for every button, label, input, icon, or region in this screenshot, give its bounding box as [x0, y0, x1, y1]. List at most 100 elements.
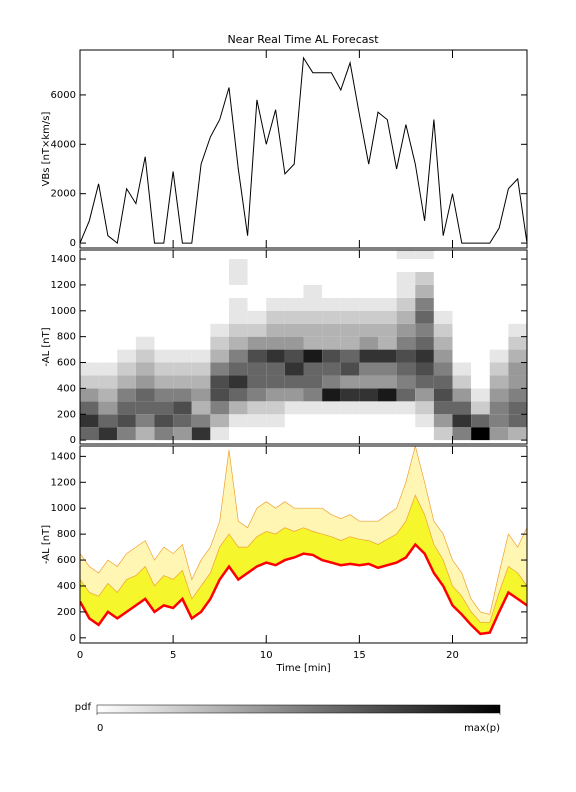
- heat-cell: [80, 414, 99, 428]
- band-fill: [80, 446, 527, 623]
- heat-cell: [452, 349, 472, 363]
- x-tick-label: 10: [260, 650, 273, 661]
- heat-cell: [266, 388, 285, 402]
- heat-cell: [154, 336, 174, 350]
- heat-cell: [378, 310, 397, 324]
- heat-cell: [80, 375, 99, 389]
- heat-cell: [378, 388, 397, 402]
- heat-cell: [452, 362, 472, 376]
- colorbar: [96, 704, 501, 714]
- heat-cell: [229, 362, 248, 376]
- heat-cell: [378, 427, 397, 441]
- heat-cell: [284, 388, 304, 402]
- heat-cell: [452, 323, 472, 337]
- y-tick-label: 400: [57, 383, 76, 394]
- heat-cell: [359, 427, 378, 441]
- heat-cell: [340, 284, 360, 298]
- heat-cell: [154, 362, 174, 376]
- heat-cell: [247, 271, 267, 285]
- heat-cell: [340, 250, 360, 260]
- y-tick-label: 1400: [51, 451, 76, 462]
- heat-cell: [452, 297, 472, 311]
- heat-cell: [210, 414, 229, 428]
- heat-cell: [191, 323, 211, 337]
- heat-cell: [303, 310, 323, 324]
- heat-cell: [471, 362, 490, 376]
- heat-cell: [284, 349, 304, 363]
- heat-cell: [452, 388, 472, 402]
- heat-cell: [117, 388, 136, 402]
- heat-cell: [229, 271, 248, 285]
- heat-cell: [322, 388, 341, 402]
- y-tick-label: 800: [57, 332, 76, 343]
- heat-cell: [359, 349, 378, 363]
- heat-cell: [471, 271, 490, 285]
- heat-cell: [154, 349, 174, 363]
- heat-cell: [284, 323, 304, 337]
- heat-cell: [340, 271, 360, 285]
- heat-cell: [210, 323, 229, 337]
- heat-cell: [303, 375, 323, 389]
- heat-cell: [210, 297, 229, 311]
- heat-cell: [191, 375, 211, 389]
- heat-cell: [303, 401, 323, 415]
- y-tick-label: 2000: [51, 189, 76, 200]
- heat-cell: [415, 250, 434, 260]
- heat-cell: [229, 349, 248, 363]
- heat-cell: [415, 271, 434, 285]
- heat-cell: [117, 414, 136, 428]
- plot-area: [80, 446, 527, 636]
- heat-cell: [117, 362, 136, 376]
- heat-cell: [471, 427, 490, 441]
- heat-cell: [433, 401, 453, 415]
- heat-cell: [415, 323, 434, 337]
- axes-frame: [79, 249, 528, 445]
- axes-frame: [79, 49, 528, 249]
- heat-cell: [359, 414, 378, 428]
- heat-cell: [433, 297, 453, 311]
- heat-cell: [471, 414, 490, 428]
- heat-cell: [433, 388, 453, 402]
- heat-cell: [396, 414, 416, 428]
- heat-cell: [173, 310, 192, 324]
- heat-cell: [117, 259, 136, 272]
- heat-cell: [173, 259, 192, 272]
- heat-cell: [471, 349, 490, 363]
- heat-cell: [508, 336, 527, 350]
- heat-cell: [396, 271, 416, 285]
- heat-cell: [247, 310, 267, 324]
- heat-cell: [266, 401, 285, 415]
- heat-cell: [452, 427, 472, 441]
- heat-cell: [191, 388, 211, 402]
- heat-cell: [396, 259, 416, 272]
- heat-cell: [284, 310, 304, 324]
- heat-cell: [359, 259, 378, 272]
- heat-cell: [135, 336, 155, 350]
- heat-cell: [80, 427, 99, 441]
- heat-cell: [303, 259, 323, 272]
- heat-cell: [135, 323, 155, 337]
- axes-frame: [79, 445, 528, 644]
- heat-cell: [340, 427, 360, 441]
- heat-cell: [154, 427, 174, 441]
- heat-cell: [135, 388, 155, 402]
- heat-cell: [303, 362, 323, 376]
- y-axis-label: -AL [nT]: [41, 525, 52, 564]
- heat-cell: [415, 414, 434, 428]
- heat-cell: [210, 310, 229, 324]
- heat-cell: [266, 349, 285, 363]
- heat-cell: [452, 271, 472, 285]
- heat-cell: [489, 401, 509, 415]
- heat-cell: [229, 375, 248, 389]
- heat-cell: [489, 259, 509, 272]
- x-tick-label: 0: [77, 650, 83, 661]
- heat-cell: [378, 284, 397, 298]
- heat-cell: [98, 375, 118, 389]
- heat-cell: [359, 323, 378, 337]
- heat-cell: [433, 284, 453, 298]
- heat-cell: [340, 297, 360, 311]
- heat-cell: [508, 250, 527, 260]
- heat-cell: [173, 388, 192, 402]
- heat-cell: [135, 401, 155, 415]
